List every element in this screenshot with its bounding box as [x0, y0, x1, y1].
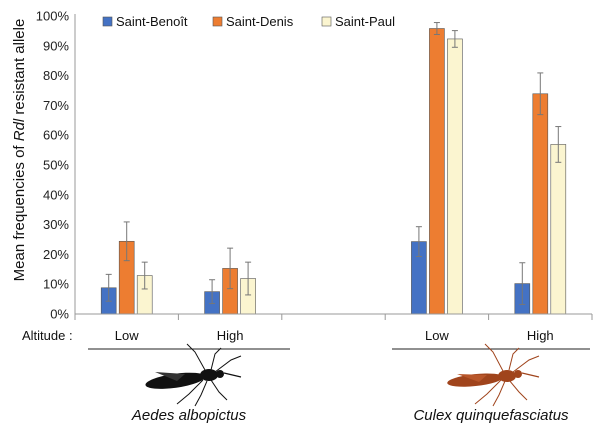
- y-tick-label: 30%: [43, 217, 69, 232]
- y-axis-label: Mean frequencies of Rdl resistant allele: [11, 19, 28, 282]
- svg-text:Mean frequencies of Rdl resist: Mean frequencies of Rdl resistant allele: [11, 19, 28, 282]
- axes: [74, 14, 593, 320]
- legend-label: Saint-Denis: [226, 14, 294, 29]
- bars: [100, 22, 567, 315]
- species-label-aedes: Aedes albopictus: [131, 407, 247, 424]
- y-tick-label: 40%: [43, 187, 69, 202]
- y-tick-label: 100%: [36, 9, 70, 24]
- y-tick-label: 90%: [43, 38, 69, 53]
- species-label-culex: Culex quinquefasciatus: [413, 407, 569, 424]
- culex-mosquito-icon: [447, 343, 540, 407]
- x-category-label: High: [527, 328, 554, 343]
- aedes-mosquito-icon: [145, 343, 242, 407]
- bar: [429, 28, 445, 315]
- y-tick-label: 20%: [43, 247, 69, 262]
- legend-swatch: [212, 16, 223, 27]
- bar: [447, 38, 463, 315]
- altitude-label: Altitude :: [22, 328, 73, 343]
- legend-label: Saint-Paul: [335, 14, 395, 29]
- bar: [532, 93, 549, 315]
- y-axis-label-prefix: Mean frequencies of: [11, 141, 28, 281]
- y-tick-label: 10%: [43, 277, 69, 292]
- legend: Saint-Benoît Saint-Denis Saint-Paul: [102, 14, 395, 29]
- legend-swatch: [321, 16, 332, 27]
- y-axis-label-italic: Rdl: [11, 118, 28, 141]
- y-axis-label-suffix: resistant allele: [11, 19, 28, 119]
- x-category-label: Low: [425, 328, 449, 343]
- y-tick-label: 70%: [43, 98, 69, 113]
- y-tick-label: 0%: [50, 307, 69, 322]
- legend-label: Saint-Benoît: [116, 14, 188, 29]
- y-axis-ticks: 0% 10% 20% 30% 40% 50% 60% 70% 80% 90% 100%: [36, 9, 70, 322]
- x-category-label: Low: [115, 328, 139, 343]
- y-tick-label: 50%: [43, 158, 69, 173]
- y-tick-label: 60%: [43, 128, 69, 143]
- x-axis-labels: Altitude : Low High Low High: [22, 328, 554, 343]
- y-tick-label: 80%: [43, 68, 69, 83]
- legend-swatch: [102, 16, 113, 27]
- x-category-label: High: [217, 328, 244, 343]
- bar: [550, 144, 567, 315]
